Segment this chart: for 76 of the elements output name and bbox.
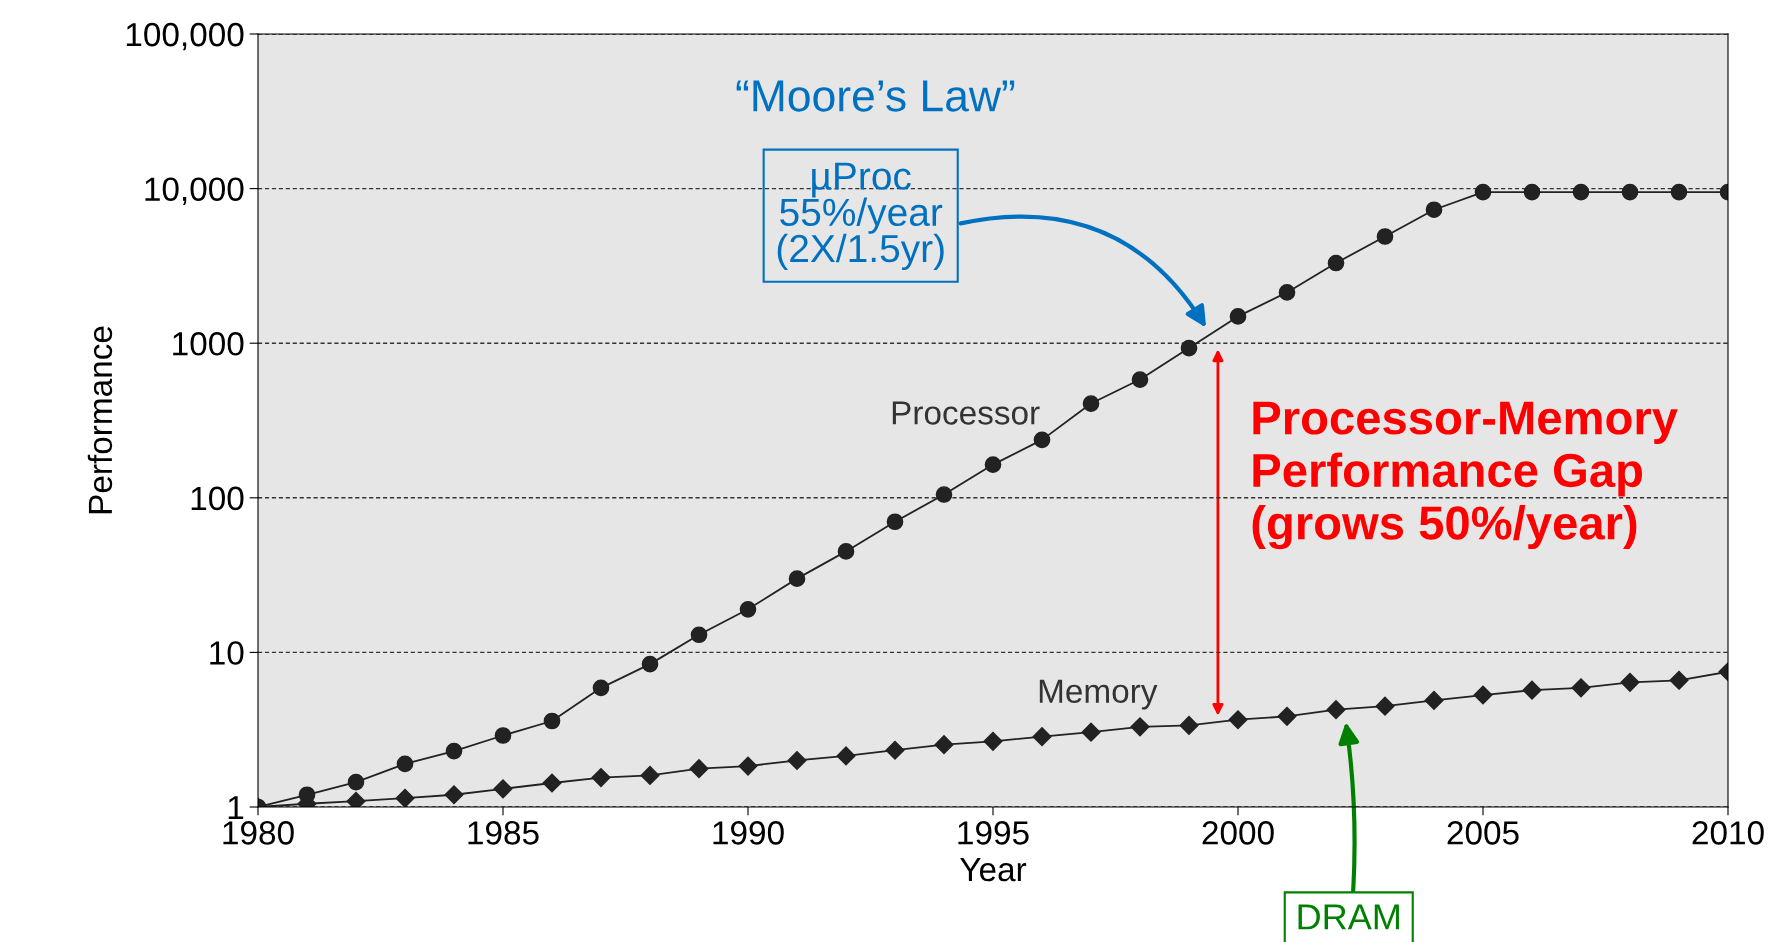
point xyxy=(396,755,414,773)
point xyxy=(1131,371,1149,388)
point xyxy=(787,750,807,770)
point xyxy=(1424,690,1444,710)
point xyxy=(1621,183,1639,201)
point xyxy=(641,655,659,673)
annotation: Processor-Memory Performance Gap (grows 50%/year) xyxy=(1252,401,1678,550)
point xyxy=(444,785,464,805)
point xyxy=(347,773,365,791)
x-tick-label: 2010 xyxy=(1692,821,1764,845)
point xyxy=(592,679,610,697)
point xyxy=(739,600,757,618)
point xyxy=(689,759,709,779)
point xyxy=(1032,727,1052,747)
point xyxy=(1523,183,1541,201)
point xyxy=(640,765,660,785)
point xyxy=(1278,284,1296,301)
point xyxy=(494,727,512,744)
point xyxy=(1033,431,1051,449)
point xyxy=(1180,339,1198,357)
point xyxy=(836,746,856,766)
point xyxy=(493,779,513,799)
x-tick-label: 2000 xyxy=(1202,821,1274,845)
point xyxy=(886,513,904,531)
point xyxy=(837,543,855,560)
point xyxy=(934,735,954,755)
y-tick-label: 10,000 xyxy=(145,177,244,205)
point xyxy=(1327,254,1345,272)
point xyxy=(935,486,953,503)
y-tick-label: 100 xyxy=(191,486,244,511)
point xyxy=(1572,183,1590,201)
y-tick-label: 10 xyxy=(210,641,244,665)
point xyxy=(738,756,758,776)
point xyxy=(395,788,415,807)
y-tick-label: 1 xyxy=(228,796,244,820)
point xyxy=(788,570,806,587)
point xyxy=(445,742,463,760)
point xyxy=(1669,670,1689,690)
point xyxy=(984,456,1002,473)
annotation: “Moore’s Law” xyxy=(736,80,1015,112)
point xyxy=(543,712,561,730)
x-tick-label: 1995 xyxy=(958,821,1029,845)
x-axis-title: Year xyxy=(960,858,1027,882)
point xyxy=(1571,678,1591,698)
y-tick-label: 1000 xyxy=(173,332,244,356)
point xyxy=(1473,685,1493,705)
point xyxy=(1474,183,1492,201)
point xyxy=(1376,228,1394,245)
y-tick-label: 100,000 xyxy=(126,22,244,51)
point xyxy=(1179,715,1199,735)
x-tick-label: 1990 xyxy=(713,821,784,845)
x-tick-label: 1985 xyxy=(468,821,539,845)
text: DRAM xyxy=(1298,904,1399,930)
point xyxy=(1229,308,1247,325)
series-label: Memory xyxy=(1039,679,1158,710)
point xyxy=(690,626,708,644)
point xyxy=(1620,672,1640,692)
point xyxy=(1130,717,1150,737)
x-tick-label: 2005 xyxy=(1447,821,1519,845)
point xyxy=(1081,722,1101,742)
annotation: µProc 55%/year (2X/1.5yr) xyxy=(777,162,944,271)
point xyxy=(1425,201,1443,219)
point xyxy=(542,773,562,793)
point xyxy=(983,731,1003,751)
point xyxy=(1522,680,1542,700)
point xyxy=(1670,183,1688,201)
x-tick-label: 1980 xyxy=(223,821,294,845)
point xyxy=(1375,696,1395,716)
point xyxy=(1277,706,1297,726)
point xyxy=(591,768,611,788)
point xyxy=(1228,710,1248,730)
y-axis-title: Performance xyxy=(87,326,113,514)
point xyxy=(885,740,905,760)
point xyxy=(1082,395,1100,412)
series-label: Processor xyxy=(892,401,1040,425)
point xyxy=(1326,700,1346,720)
